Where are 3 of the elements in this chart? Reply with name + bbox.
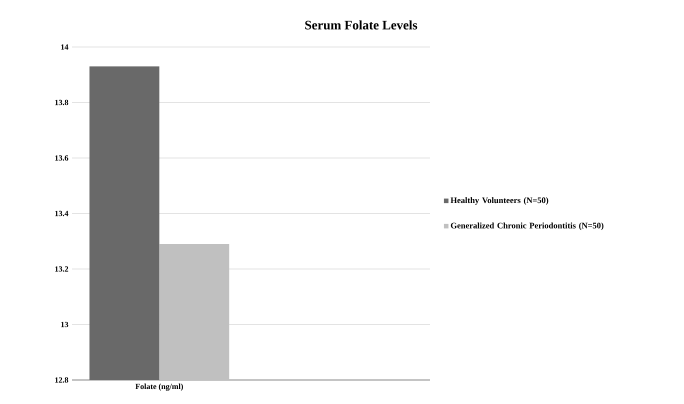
chart-title: Serum Folate Levels [305,20,418,30]
legend-label: Generalized Chronic Periodontitis (N=50) [450,222,604,230]
legend-label: Healthy Volunteers (N=50) [450,197,548,205]
